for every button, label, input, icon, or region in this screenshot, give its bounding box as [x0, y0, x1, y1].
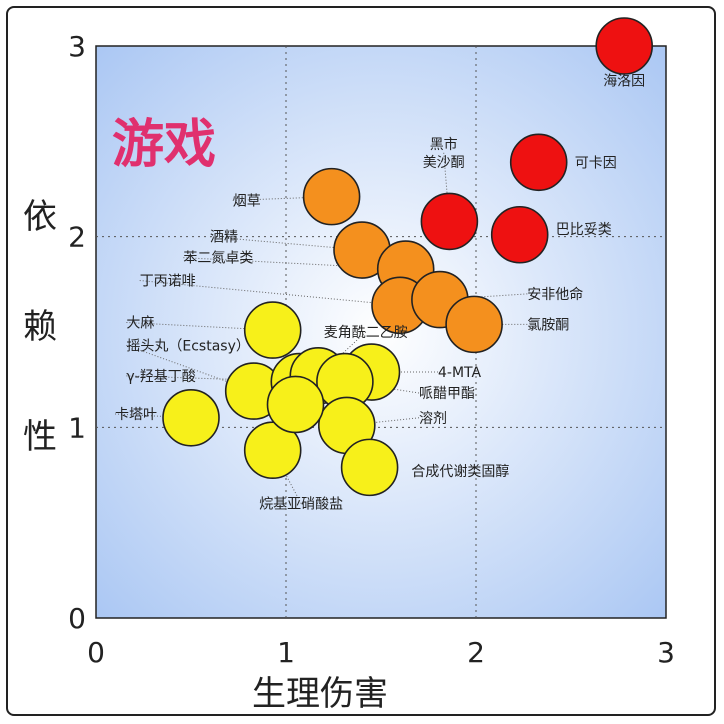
leader-line: [344, 381, 420, 394]
point-label: 氯胺酮: [527, 317, 569, 333]
point-label: 合成代谢类固醇: [411, 463, 509, 480]
data-point: [302, 167, 361, 226]
data-point: [243, 301, 302, 359]
point-label: 哌醋甲酯: [419, 385, 475, 402]
x-tick-label: 1: [277, 636, 295, 669]
point-label: 巴比妥类: [556, 222, 612, 238]
x-tick-label: 0: [87, 636, 105, 669]
point-label: 可卡因: [575, 155, 617, 171]
point-label: γ-羟基丁酸: [126, 368, 195, 385]
chart-annotation: 游戏: [112, 115, 216, 175]
data-point: [445, 295, 503, 354]
point-label: 丁丙诺啡: [140, 274, 196, 290]
point-label: 烷基亚硝酸盐: [259, 496, 343, 513]
y-axis-label-char: 性: [23, 417, 57, 457]
y-tick-label: 0: [68, 602, 86, 635]
y-tick-label: 1: [68, 411, 86, 444]
leader-line: [272, 449, 302, 504]
point-label: 4-MTA: [438, 365, 482, 381]
grid-lines: [96, 46, 666, 618]
point-label: 海洛因: [603, 73, 645, 89]
point-label: 大麻: [126, 315, 154, 331]
point-label: 摇头丸（Ecstasy）: [126, 338, 249, 354]
chart-frame: [6, 6, 716, 716]
point-label: 烟草: [233, 193, 261, 209]
axis-ticks: 0 1 2 3 0 1 2 3: [68, 30, 675, 669]
point-label: 美沙酮: [423, 155, 465, 171]
point-label: 酒精: [210, 230, 238, 246]
data-point: [340, 438, 399, 497]
data-point: [266, 375, 325, 434]
plot-area: [95, 45, 667, 619]
x-axis-label: 生理伤害: [252, 674, 388, 714]
data-point: [595, 17, 654, 75]
point-label: 卡塔叶: [115, 407, 157, 423]
data-point: [420, 192, 479, 251]
point-label: 溶剂: [419, 411, 447, 427]
data-point: [162, 388, 220, 447]
data-point: [490, 205, 549, 264]
y-tick-label: 3: [68, 30, 86, 63]
data-point: [509, 133, 568, 192]
point-label: 苯二氮卓类: [183, 250, 253, 267]
point-label: 黑市: [430, 136, 458, 153]
point-label: 麦角酰二乙胺: [324, 325, 408, 341]
x-tick-label: 3: [657, 636, 675, 669]
leader-line: [126, 321, 273, 331]
data-point: [243, 421, 302, 480]
y-axis-label-char: 赖: [23, 307, 57, 347]
data-points: [162, 17, 654, 497]
point-label: 安非他命: [527, 286, 583, 303]
y-tick-label: 2: [68, 221, 86, 254]
y-axis-label-char: 依: [23, 197, 57, 237]
leader-line: [183, 257, 406, 270]
y-axis-label: 依赖性: [23, 197, 57, 457]
x-tick-label: 2: [467, 636, 485, 669]
